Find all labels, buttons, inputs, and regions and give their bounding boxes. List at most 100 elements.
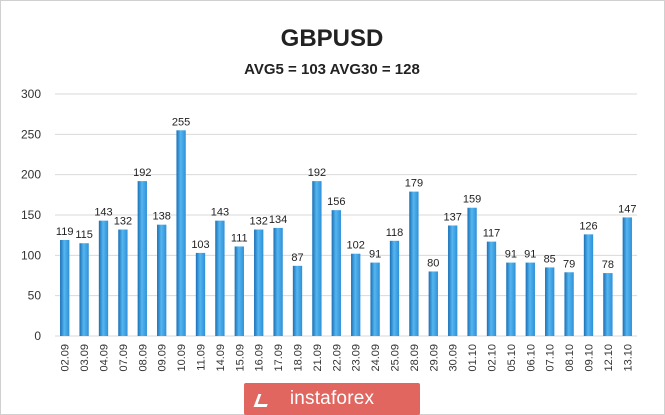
- data-label: 91: [524, 249, 536, 261]
- bar-28.09: [409, 191, 419, 336]
- x-tick-label: 05.10: [506, 344, 518, 372]
- bar-14.09: [215, 220, 225, 336]
- x-tick-label: 25.09: [390, 344, 402, 372]
- data-label: 132: [250, 216, 268, 228]
- x-tick-label: 11.09: [196, 344, 208, 371]
- data-label: 134: [269, 214, 287, 226]
- bar-23.09: [351, 253, 361, 336]
- bar-16.09: [254, 229, 264, 336]
- x-tick-label: 03.09: [79, 344, 91, 372]
- bar-08.09: [137, 181, 147, 336]
- x-tick-label: 18.09: [293, 344, 305, 372]
- bar-09.09: [157, 224, 167, 336]
- y-tick-label: 300: [21, 87, 41, 101]
- x-axis: 02.09 03.09 04.09 07.09 08.09 09.09 10.09 11.09…: [60, 344, 635, 372]
- watermark-text: instaforex: [289, 388, 375, 409]
- x-tick-label: 07.09: [118, 344, 130, 372]
- x-tick-label: 12.10: [603, 344, 615, 372]
- x-tick-label: 09.10: [584, 344, 596, 372]
- bar-08.10: [564, 272, 574, 336]
- bar-13.10: [622, 217, 632, 336]
- data-label: 138: [153, 211, 171, 223]
- data-label: 156: [327, 196, 345, 208]
- data-label: 118: [386, 227, 404, 239]
- x-tick-label: 30.09: [448, 344, 460, 372]
- x-tick-label: 08.10: [564, 344, 576, 372]
- x-tick-label: 23.09: [351, 344, 363, 372]
- y-tick-label: 50: [28, 289, 42, 303]
- x-tick-label: 09.09: [157, 344, 169, 372]
- x-tick-label: 22.09: [331, 344, 343, 372]
- data-label: 192: [133, 167, 151, 179]
- data-label: 102: [347, 240, 365, 252]
- data-label: 91: [369, 249, 381, 261]
- x-tick-label: 15.09: [234, 344, 246, 372]
- bar-05.10: [506, 262, 516, 336]
- bar-18.09: [292, 265, 303, 336]
- bar-02.10: [486, 241, 497, 336]
- x-tick-label: 28.09: [409, 344, 421, 372]
- data-label: 143: [211, 207, 229, 219]
- data-label: 115: [75, 229, 93, 241]
- data-label: 179: [405, 178, 423, 190]
- x-tick-label: 02.09: [60, 344, 72, 372]
- bar-07.10: [545, 267, 555, 336]
- y-axis: 0 50 100 150 200 250 300: [21, 87, 41, 343]
- y-tick-label: 150: [21, 208, 41, 222]
- bar-11.09: [195, 252, 206, 336]
- bar-17.09: [273, 227, 283, 336]
- data-label: 91: [505, 249, 517, 261]
- bar-06.10: [525, 262, 535, 336]
- bar-02.09: [60, 240, 70, 336]
- bar-10.09: [176, 130, 186, 336]
- x-tick-label: 29.09: [428, 344, 440, 372]
- data-label: 255: [172, 116, 190, 128]
- y-tick-label: 100: [21, 248, 41, 262]
- bar-12.10: [603, 273, 613, 336]
- data-label: 79: [563, 258, 575, 270]
- y-tick-label: 0: [34, 329, 41, 343]
- data-label: 119: [56, 226, 74, 238]
- data-label: 159: [463, 194, 481, 206]
- y-tick-label: 250: [21, 127, 41, 141]
- bar-25.09: [389, 240, 400, 336]
- x-tick-label: 13.10: [622, 344, 634, 372]
- bar-30.09: [448, 225, 458, 336]
- data-label: 137: [444, 211, 462, 223]
- x-tick-label: 08.09: [137, 344, 149, 372]
- bar-09.10: [583, 234, 594, 336]
- gridlines: [55, 93, 637, 337]
- bar-24.09: [370, 262, 380, 336]
- instaforex-watermark: instaforex: [244, 383, 420, 415]
- data-label: 192: [308, 167, 326, 179]
- data-label: 147: [618, 203, 636, 215]
- data-label: 117: [483, 228, 501, 240]
- data-label: 85: [544, 253, 556, 265]
- bar-07.09: [118, 229, 128, 336]
- data-label: 111: [231, 232, 248, 244]
- chart-subtitle: AVG5 = 103 AVG30 = 128: [244, 61, 420, 78]
- bar-03.09: [79, 243, 89, 336]
- chart-title: GBPUSD: [281, 25, 384, 52]
- data-label: 143: [94, 207, 112, 219]
- data-label: 78: [602, 259, 614, 271]
- data-label: 103: [191, 239, 209, 251]
- bar-22.09: [331, 210, 341, 336]
- x-tick-label: 24.09: [370, 344, 382, 372]
- data-label: 132: [114, 216, 132, 228]
- x-tick-label: 17.09: [273, 344, 285, 372]
- x-tick-label: 14.09: [215, 344, 227, 372]
- x-tick-label: 16.09: [254, 344, 266, 372]
- x-tick-label: 21.09: [312, 344, 324, 372]
- bar-29.09: [428, 271, 438, 336]
- data-label: 80: [427, 257, 439, 269]
- bar-04.09: [98, 220, 109, 336]
- x-tick-label: 07.10: [545, 344, 557, 372]
- bar-01.10: [467, 207, 477, 336]
- x-tick-label: 04.09: [99, 344, 111, 372]
- x-tick-label: 01.10: [467, 344, 479, 372]
- bars: [60, 130, 632, 336]
